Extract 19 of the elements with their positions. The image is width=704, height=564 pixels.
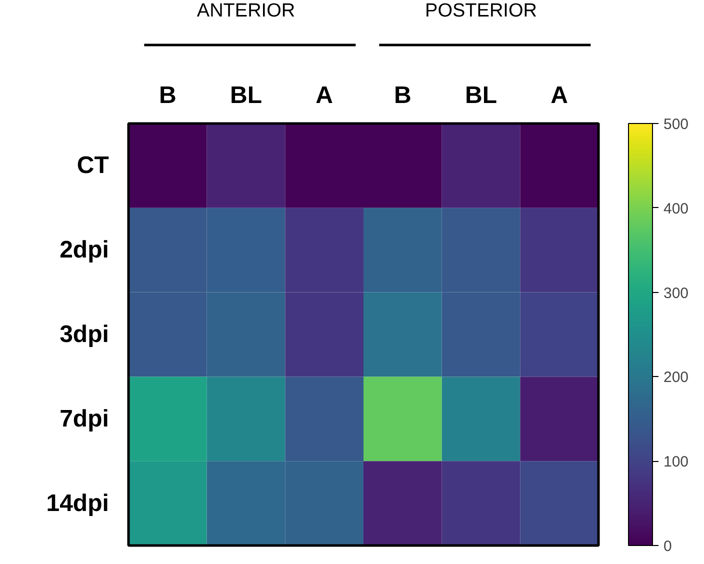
- y-tick-label: 3dpi: [60, 321, 109, 348]
- y-tick-label: CT: [76, 152, 110, 180]
- color-bar-label: 400: [664, 200, 689, 218]
- color-bar-label: 500: [664, 116, 689, 133]
- color-bar-label: 200: [664, 369, 689, 386]
- x-tick-label: A: [550, 82, 568, 110]
- y-tick-label: 14dpi: [46, 490, 109, 517]
- color-bar-label: 0: [664, 538, 672, 555]
- y-tick-label: 7dpi: [60, 405, 109, 432]
- x-tick-label: BL: [465, 82, 498, 110]
- x-tick-label: BL: [230, 82, 262, 110]
- x-tick-label: A: [316, 82, 334, 110]
- y-tick-label: 2dpi: [60, 236, 109, 264]
- color-bar-label: 100: [664, 454, 689, 471]
- text: POSTERIOR: [425, 0, 537, 22]
- text: ANTERIOR: [196, 0, 296, 22]
- x-tick-label: B: [394, 82, 412, 110]
- color-bar-label: 300: [664, 284, 689, 302]
- x-tick-label: B: [159, 82, 176, 110]
